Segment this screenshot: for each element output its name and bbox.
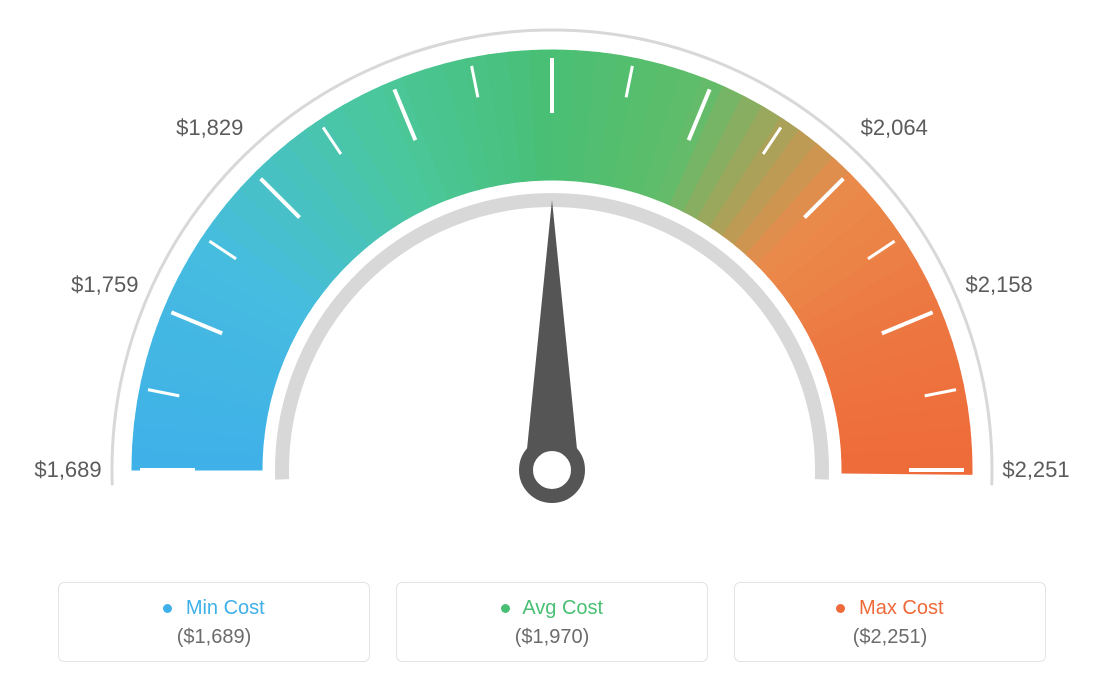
legend-box-max: Max Cost ($2,251) xyxy=(734,582,1046,662)
tick-label: $2,158 xyxy=(966,272,1033,298)
legend-box-min: Min Cost ($1,689) xyxy=(58,582,370,662)
tick-label: $1,759 xyxy=(71,272,138,298)
chart-container: $1,689$1,759$1,829$1,970$2,064$2,158$2,2… xyxy=(0,0,1104,690)
legend-label-max: Max Cost xyxy=(859,597,943,619)
gauge-svg xyxy=(0,0,1104,560)
legend-value-min: ($1,689) xyxy=(59,626,369,649)
legend-dot-max xyxy=(836,604,845,613)
legend-title-max: Max Cost xyxy=(735,597,1045,620)
legend-title-min: Min Cost xyxy=(59,597,369,620)
legend-label-avg: Avg Cost xyxy=(522,597,603,619)
legend-dot-avg xyxy=(501,604,510,613)
legend-title-avg: Avg Cost xyxy=(397,597,707,620)
legend-box-avg: Avg Cost ($1,970) xyxy=(396,582,708,662)
legend-value-avg: ($1,970) xyxy=(397,626,707,649)
tick-label: $1,829 xyxy=(176,115,243,141)
legend-label-min: Min Cost xyxy=(186,597,265,619)
gauge-area: $1,689$1,759$1,829$1,970$2,064$2,158$2,2… xyxy=(0,0,1104,560)
tick-label: $1,689 xyxy=(34,457,101,483)
legend-value-max: ($2,251) xyxy=(735,626,1045,649)
legend-row: Min Cost ($1,689) Avg Cost ($1,970) Max … xyxy=(0,582,1104,662)
legend-dot-min xyxy=(163,604,172,613)
tick-label: $2,251 xyxy=(1002,457,1069,483)
tick-label: $2,064 xyxy=(861,115,928,141)
